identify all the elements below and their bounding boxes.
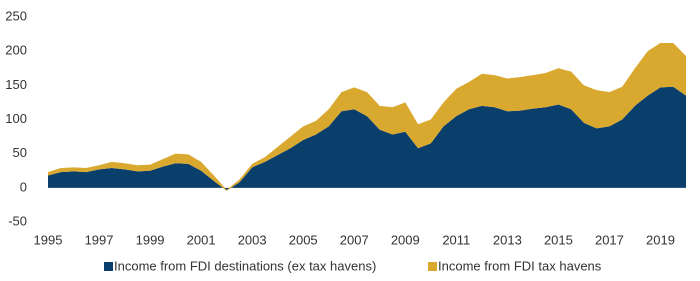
x-tick-label: 1997 — [85, 232, 114, 247]
x-tick-label: 1999 — [136, 232, 165, 247]
x-tick-label: 2003 — [238, 232, 267, 247]
x-tick-label: 2013 — [493, 232, 522, 247]
y-tick-label: 50 — [13, 145, 27, 160]
x-tick-label: 2001 — [187, 232, 216, 247]
x-tick-label: 2017 — [595, 232, 624, 247]
x-tick-label: 2019 — [646, 232, 675, 247]
legend-swatch — [104, 262, 113, 271]
x-tick-label: 2007 — [340, 232, 369, 247]
area — [48, 86, 686, 191]
y-tick-label: 250 — [5, 8, 27, 23]
x-tick-label: 2005 — [289, 232, 318, 247]
legend-label: Income from FDI tax havens — [438, 258, 602, 273]
x-tick-label: 1995 — [34, 232, 63, 247]
y-tick-label: 150 — [5, 77, 27, 92]
legend-label: Income from FDI destinations (ex tax hav… — [114, 258, 376, 273]
legend-swatch — [428, 262, 437, 271]
y-tick-label: 0 — [20, 179, 27, 194]
y-tick-label: 200 — [5, 43, 27, 58]
x-tick-label: 2009 — [391, 232, 420, 247]
y-tick-label: 100 — [5, 111, 27, 126]
y-tick-label: -50 — [8, 213, 27, 228]
area — [48, 42, 686, 191]
x-tick-label: 2011 — [442, 232, 470, 247]
x-tick-label: 2015 — [544, 232, 573, 247]
